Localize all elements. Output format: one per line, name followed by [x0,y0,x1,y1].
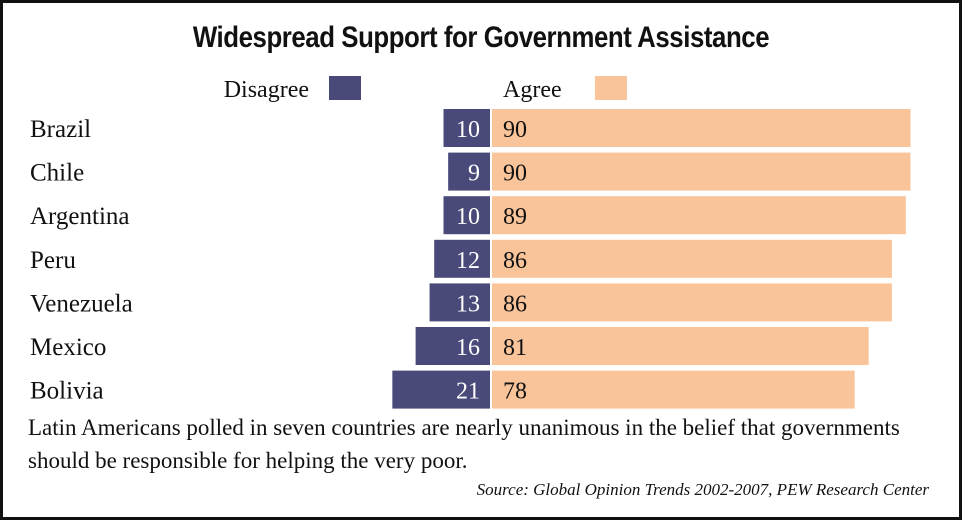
data-label-agree-bolivia: 78 [503,379,527,405]
legend-label-agree: Agree [503,77,562,103]
bar-disagree-mexico [415,327,490,365]
category-label-chile: Chile [30,160,84,187]
bar-agree-chile [492,152,911,191]
diverging-bar-chart: Disagree Agree Brazil 10 90 Chile 9 90 Argentina… [30,76,911,409]
bar-disagree-peru [434,239,490,278]
data-label-disagree-argentina: 10 [456,204,480,230]
chart-caption: Latin Americans polled in seven countrie… [28,415,900,473]
category-label-brazil: Brazil [30,116,91,143]
data-label-agree-brazil: 90 [503,117,527,143]
data-label-disagree-brazil: 10 [456,117,480,143]
bar-disagree-brazil [443,109,490,147]
data-label-agree-peru: 86 [503,248,527,274]
category-label-peru: Peru [30,247,76,274]
data-label-disagree-venezuela: 13 [456,291,480,317]
data-label-agree-mexico: 81 [503,335,527,361]
bar-agree-peru [492,239,892,278]
bar-disagree-chile [448,152,490,191]
bar-agree-bolivia [492,370,855,409]
legend-swatch-agree [595,76,627,100]
data-label-disagree-bolivia: 21 [456,379,480,405]
bar-agree-argentina [492,196,906,235]
bar-agree-venezuela [492,283,892,322]
bar-agree-mexico [492,327,869,365]
data-label-agree-chile: 90 [503,161,527,187]
category-label-mexico: Mexico [30,334,106,361]
legend-label-disagree: Disagree [224,77,309,103]
source-note: Source: Global Opinion Trends 2002-2007,… [476,480,929,499]
data-label-agree-argentina: 89 [503,204,527,230]
bar-disagree-venezuela [429,283,490,322]
legend-swatch-disagree [329,76,361,100]
category-label-argentina: Argentina [30,203,130,230]
chart-title: Widespread Support for Government Assist… [192,21,770,54]
data-label-disagree-mexico: 16 [456,335,480,361]
data-label-agree-venezuela: 86 [503,291,527,317]
category-label-bolivia: Bolivia [30,378,104,405]
category-label-venezuela: Venezuela [30,290,133,317]
data-label-disagree-peru: 12 [456,248,480,274]
data-label-disagree-chile: 9 [468,161,480,187]
bar-disagree-argentina [443,196,490,235]
bar-agree-brazil [492,109,911,147]
bar-disagree-bolivia [392,370,490,409]
